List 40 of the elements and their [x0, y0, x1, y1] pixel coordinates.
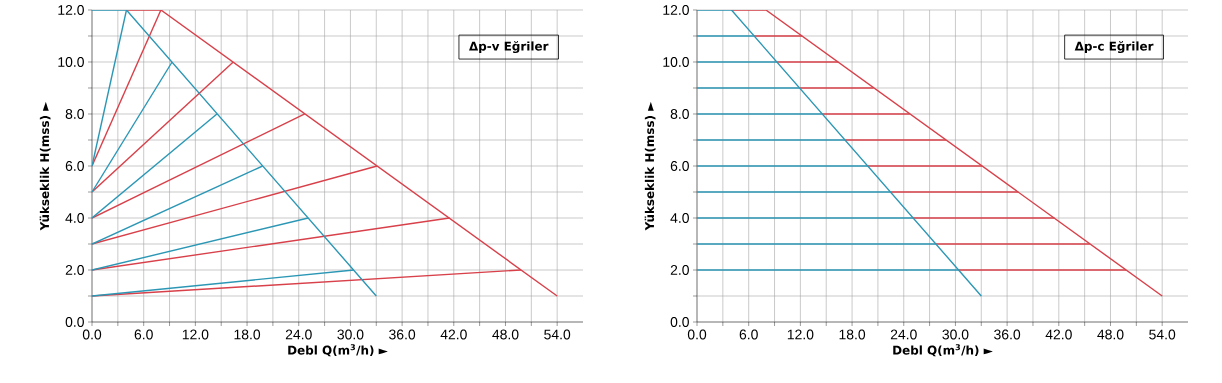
y-tick-label: 10.0: [58, 57, 84, 67]
x-tick-label: 12.0: [787, 329, 814, 340]
y-tick-label: 2.0: [670, 265, 689, 275]
y-tick-label: 2.0: [65, 265, 84, 275]
x-tick-label: 0.0: [687, 329, 707, 340]
x-tick-label: 18.0: [839, 329, 866, 340]
x-tick-label: 36.0: [994, 329, 1021, 340]
y-tick-label: 8.0: [670, 109, 689, 119]
x-tick-label: 48.0: [1097, 329, 1124, 340]
y-tick-label: 4.0: [65, 213, 84, 223]
x-tick-label: 0.0: [82, 329, 102, 340]
y-tick-label: 12.0: [663, 5, 689, 15]
x-axis-title: Debl Q(m$^{3}$/h) ►: [893, 344, 993, 357]
y-tick-label: 10.0: [663, 57, 689, 67]
y-tick-label: 6.0: [670, 161, 689, 171]
x-tick-label: 12.0: [182, 329, 209, 340]
x-tick-label: 30.0: [337, 329, 364, 340]
x-tick-label: 6.0: [134, 329, 153, 340]
x-tick-label: 18.0: [234, 329, 261, 340]
x-tick-label: 6.0: [739, 329, 758, 340]
y-axis-title: Yükseklik H(mss) ►: [39, 101, 51, 231]
y-axis-title: Yükseklik H(mss) ►: [644, 101, 656, 231]
x-tick-label: 42.0: [1045, 329, 1072, 340]
x-tick-label: 24.0: [890, 329, 917, 340]
x-tick-label: 54.0: [544, 329, 571, 340]
x-tick-label: 30.0: [942, 329, 969, 340]
x-tick-label: 48.0: [492, 329, 519, 340]
annotation: Δp-c Eğriler: [1074, 41, 1154, 54]
x-tick-label: 54.0: [1149, 329, 1176, 340]
y-tick-label: 0.0: [65, 317, 84, 327]
y-tick-label: 8.0: [65, 109, 84, 119]
x-axis-title: Debl Q(m$^{3}$/h) ►: [288, 344, 388, 357]
x-tick-label: 24.0: [285, 329, 312, 340]
y-tick-label: 4.0: [670, 213, 689, 223]
y-tick-label: 12.0: [58, 5, 84, 15]
y-tick-label: 6.0: [65, 161, 84, 171]
annotation: Δp-v Eğriler: [469, 41, 549, 54]
y-tick-label: 0.0: [670, 317, 689, 327]
x-tick-label: 42.0: [440, 329, 467, 340]
x-tick-label: 36.0: [389, 329, 416, 340]
